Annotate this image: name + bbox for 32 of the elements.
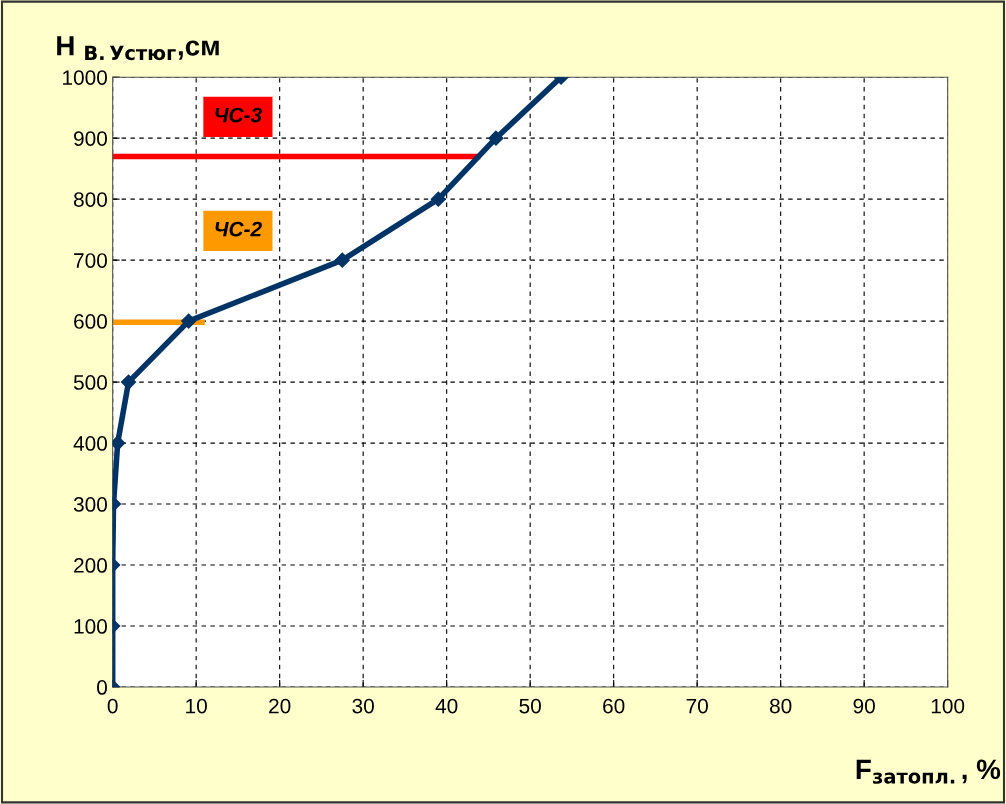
y-tick-label: 400 (73, 436, 107, 451)
x-tick-label: 100 (931, 698, 965, 714)
y-tick-label: 600 (74, 314, 107, 329)
y-tick-label: 300 (73, 497, 107, 512)
point (112, 435, 126, 451)
x-tick-label: 20 (269, 698, 291, 714)
x-tick-label: 10 (186, 698, 207, 714)
y-tick-label: 700 (74, 253, 107, 268)
y-tick-label: 100 (74, 619, 107, 634)
y-tick-label: 0 (97, 680, 107, 695)
x-tick-label: 0 (107, 698, 118, 714)
x-axis-title: F$_{затопл.}$, % (856, 759, 1001, 784)
point (488, 130, 504, 146)
y-tick-label: 500 (73, 375, 107, 390)
point (430, 191, 446, 207)
series-label: ЧС-3 (215, 107, 262, 123)
x-tick-label: 40 (435, 698, 458, 714)
y-axis-title: H $_{В.Устюг}$,см (57, 36, 219, 61)
x-tick-label: 60 (603, 698, 625, 714)
x-tick-label: 90 (853, 698, 875, 714)
point (120, 374, 137, 390)
y-tick-label: 900 (74, 131, 107, 146)
point (334, 252, 350, 268)
y-tick-label: 1000 (63, 70, 107, 85)
x-tick-label: 70 (686, 698, 708, 714)
point (181, 313, 197, 329)
y-tick-label: 200 (74, 558, 107, 573)
x-tick-label: 30 (352, 698, 374, 714)
text: ЧС-2 (215, 221, 262, 237)
x-tick-label: 50 (519, 698, 541, 714)
x-tick-label: 80 (769, 698, 792, 714)
y-tick-label: 800 (73, 192, 107, 207)
